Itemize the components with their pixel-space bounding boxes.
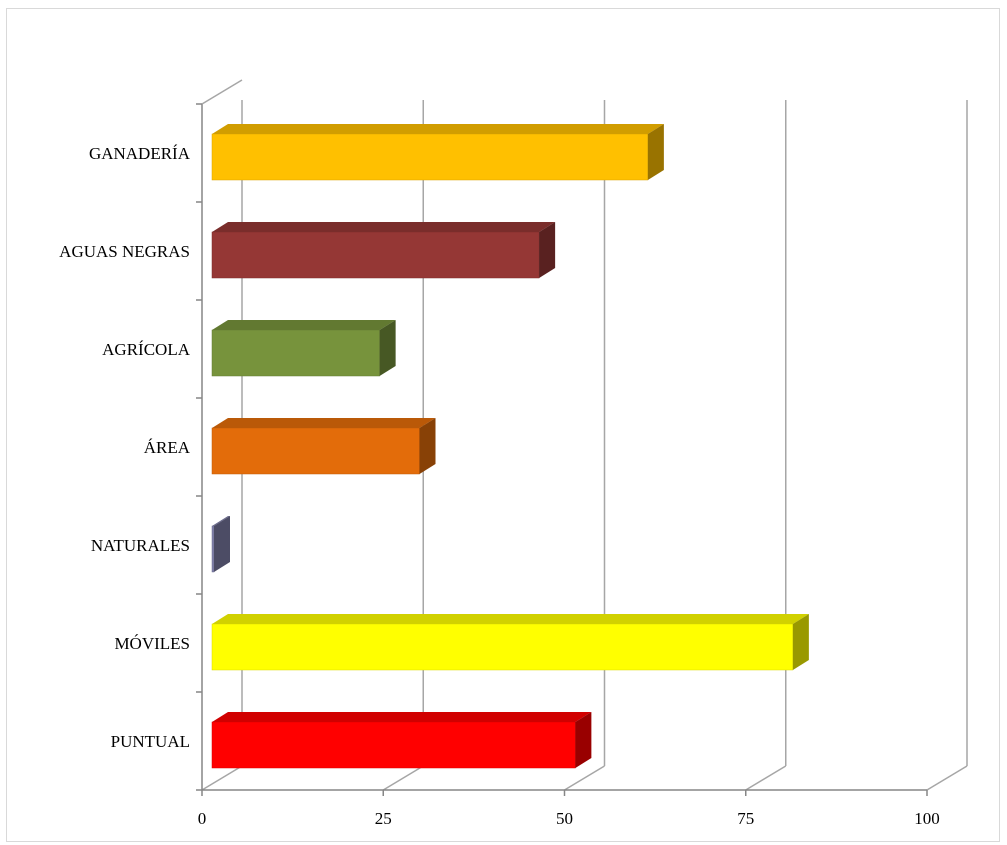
bar-side: [792, 614, 809, 670]
bar-top: [212, 222, 556, 232]
bar-top: [212, 516, 230, 526]
bar-side: [379, 320, 396, 376]
bar-top: [212, 418, 436, 428]
floor-line-25: [382, 765, 424, 791]
category-label: ÁREA: [144, 438, 191, 457]
bar-side: [575, 712, 592, 768]
bar-top: [212, 124, 664, 134]
floor-line-100: [926, 765, 968, 791]
bar-top: [212, 712, 592, 722]
wall-top-edge: [201, 79, 243, 105]
bar-front: [211, 623, 794, 671]
bar-top: [212, 614, 809, 624]
category-label: PUNTUAL: [111, 732, 190, 751]
bar-front: [211, 721, 576, 769]
x-tick-label: 0: [198, 809, 207, 828]
bar-front: [211, 525, 215, 573]
bar-top: [212, 320, 396, 330]
bar-front: [211, 231, 540, 279]
bar-side: [419, 418, 436, 474]
floor-line-0: [201, 765, 243, 791]
category-label: NATURALES: [91, 536, 190, 555]
floor-line-50: [564, 765, 605, 791]
x-tick-label: 75: [737, 809, 754, 828]
bar-side: [539, 222, 556, 278]
bar-front: [211, 329, 380, 377]
floor-line-75: [745, 765, 787, 791]
x-tick-label: 100: [914, 809, 940, 828]
bar-front: [211, 133, 649, 181]
x-tick-label: 50: [556, 809, 573, 828]
category-label: MÓVILES: [114, 634, 190, 653]
bar-side: [647, 124, 664, 180]
x-tick-label: 25: [375, 809, 392, 828]
category-label: AGRÍCOLA: [102, 340, 191, 359]
category-label: AGUAS NEGRAS: [59, 242, 190, 261]
bar-front: [211, 427, 420, 475]
bar-side: [214, 516, 230, 572]
category-label: GANADERÍA: [89, 144, 191, 163]
